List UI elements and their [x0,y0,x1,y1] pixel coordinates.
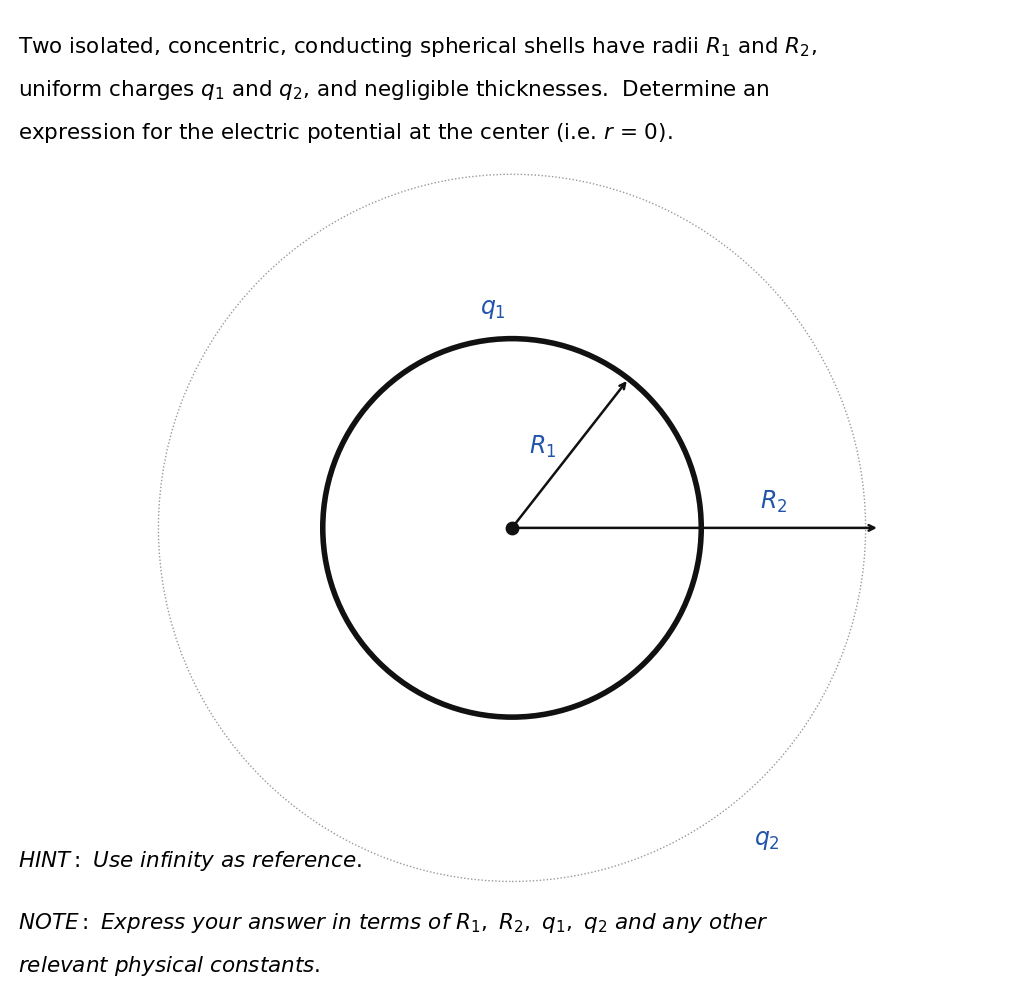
Text: uniform charges $q_1$ and $q_2$, and negligible thicknesses.  Determine an: uniform charges $q_1$ and $q_2$, and neg… [18,78,770,102]
Text: $\mathit{NOTE{:}\ Express\ your\ answer\ in\ terms\ of\ R_1,\ R_2,\ q_1,\ q_2\ a: $\mathit{NOTE{:}\ Express\ your\ answer\… [18,911,769,935]
Text: Two isolated, concentric, conducting spherical shells have radii $R_1$ and $R_2$: Two isolated, concentric, conducting sph… [18,35,817,59]
Point [504,520,520,536]
Text: $R_2$: $R_2$ [760,489,786,515]
Text: expression for the electric potential at the center (i.e. $r$ = 0).: expression for the electric potential at… [18,121,673,144]
Text: $\mathit{relevant\ physical\ constants.}$: $\mathit{relevant\ physical\ constants.}… [18,954,321,978]
Text: $q_2$: $q_2$ [754,829,779,853]
Text: $q_1$: $q_1$ [480,297,506,321]
Text: $R_1$: $R_1$ [528,434,556,460]
Text: $\mathit{HINT{:}\ Use\ infinity\ as\ reference.}$: $\mathit{HINT{:}\ Use\ infinity\ as\ ref… [18,849,362,872]
